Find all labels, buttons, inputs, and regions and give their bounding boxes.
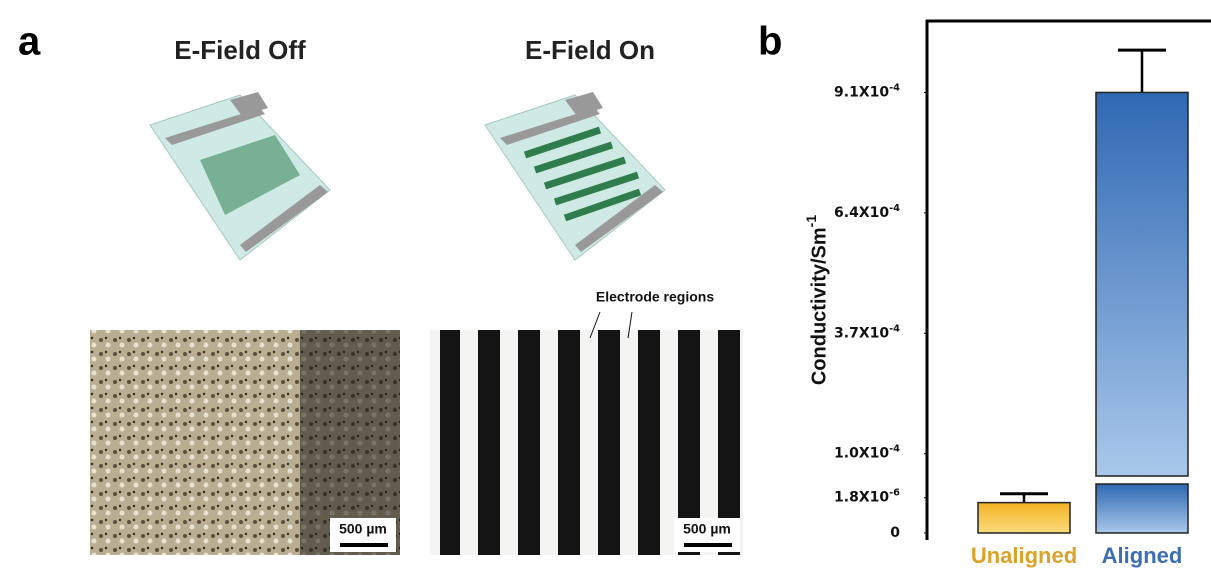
bar-upper — [1096, 92, 1188, 476]
y-tick-label: 0 — [890, 525, 900, 541]
scale-label: 500 µm — [339, 521, 387, 537]
device-off — [150, 92, 330, 260]
panel-label: b — [758, 20, 782, 64]
figure: a E-Field Off E-Field On Electrode regio… — [0, 0, 1211, 571]
y-tick-label: 6.4X10-4 — [834, 202, 900, 221]
device-on — [485, 92, 665, 260]
x-tick-label: Unaligned — [971, 543, 1077, 568]
y-axis-label: Conductivity/Sm-1 — [803, 215, 831, 385]
scale-label: 500 µm — [683, 521, 731, 537]
heading: E-Field On — [525, 35, 655, 65]
annotation: Electrode regions — [596, 289, 714, 305]
y-tick-label: 3.7X10-4 — [834, 323, 900, 342]
y-tick-label: 1.0X10-4 — [834, 443, 900, 462]
panel-label: a — [18, 20, 41, 64]
y-tick-label: 1.8X10-6 — [834, 487, 900, 506]
y-tick-label: 9.1X10-4 — [834, 82, 900, 101]
bar-lower — [1096, 484, 1188, 533]
heading: E-Field Off — [174, 35, 306, 65]
x-tick-label: Aligned — [1102, 543, 1183, 568]
bar — [978, 503, 1070, 533]
